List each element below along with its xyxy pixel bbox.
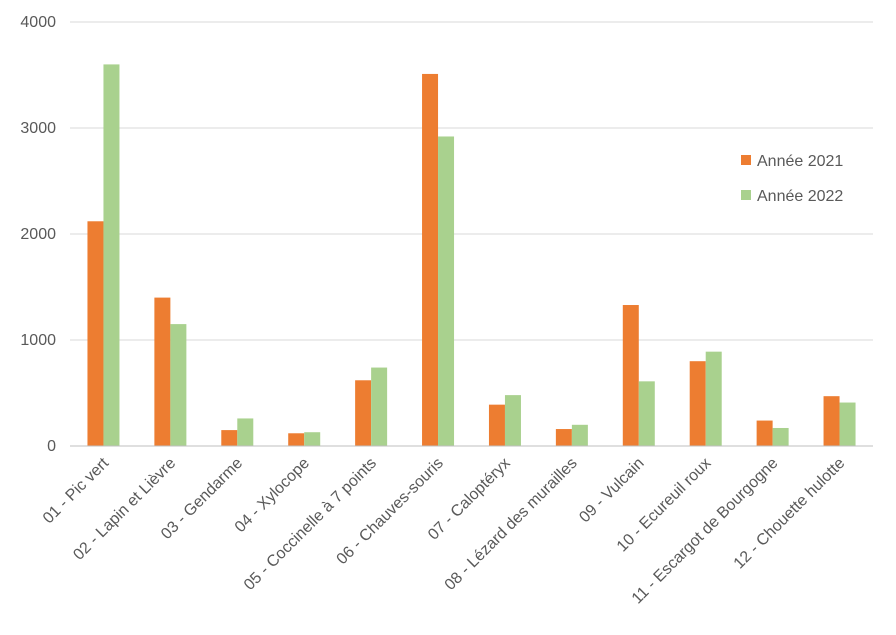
legend: Année 2021 Année 2022	[741, 153, 843, 205]
bar-series-1	[756, 420, 773, 446]
legend-label: Année 2022	[757, 188, 843, 205]
bar-series-1	[87, 221, 104, 446]
y-tick-label: 2000	[20, 226, 56, 243]
bar-series-2	[504, 395, 521, 446]
y-tick-label: 4000	[20, 14, 56, 31]
legend-swatch	[741, 155, 751, 165]
y-tick-label: 3000	[20, 120, 56, 137]
bar-series-2	[371, 367, 388, 446]
bar-series-1	[555, 429, 572, 446]
bar-series-1	[355, 380, 372, 446]
bar-series-2	[638, 381, 655, 446]
x-tick-label: 05 - Coccinelle à 7 points	[241, 455, 380, 594]
x-tick-label: 08 - Lézard des murailles	[442, 455, 581, 594]
x-tick-label: 01 - Pic vert	[40, 454, 113, 527]
bars	[87, 64, 856, 447]
gridlines	[70, 21, 873, 341]
x-tick-label: 11 - Escargot de Bourgogne	[629, 455, 782, 608]
bar-series-2	[705, 351, 722, 446]
bar-series-1	[488, 404, 505, 446]
bar-series-2	[772, 427, 789, 446]
bar-series-1	[221, 430, 238, 446]
bar-series-1	[422, 73, 439, 446]
bar-series-2	[438, 136, 455, 447]
bar-series-2	[170, 324, 187, 446]
y-tick-label: 1000	[20, 332, 56, 349]
bar-series-2	[103, 64, 120, 447]
bar-series-1	[823, 396, 840, 446]
y-tick-label: 0	[47, 438, 56, 455]
bar-series-2	[839, 402, 856, 446]
bar-series-2	[571, 424, 588, 446]
bar-series-1	[154, 297, 171, 446]
bar-series-1	[689, 361, 706, 446]
legend-label: Année 2021	[757, 153, 843, 170]
y-axis-ticks: 0 1000 2000 3000 4000	[20, 14, 56, 455]
x-tick-label: 12 - Chouette hulotte	[731, 455, 849, 573]
bar-series-1	[622, 305, 639, 446]
bar-series-2	[237, 418, 254, 446]
bar-series-1	[288, 433, 305, 446]
x-tick-label: 09 - Vulcain	[576, 455, 647, 526]
legend-swatch	[741, 190, 751, 200]
bar-series-2	[304, 432, 321, 446]
